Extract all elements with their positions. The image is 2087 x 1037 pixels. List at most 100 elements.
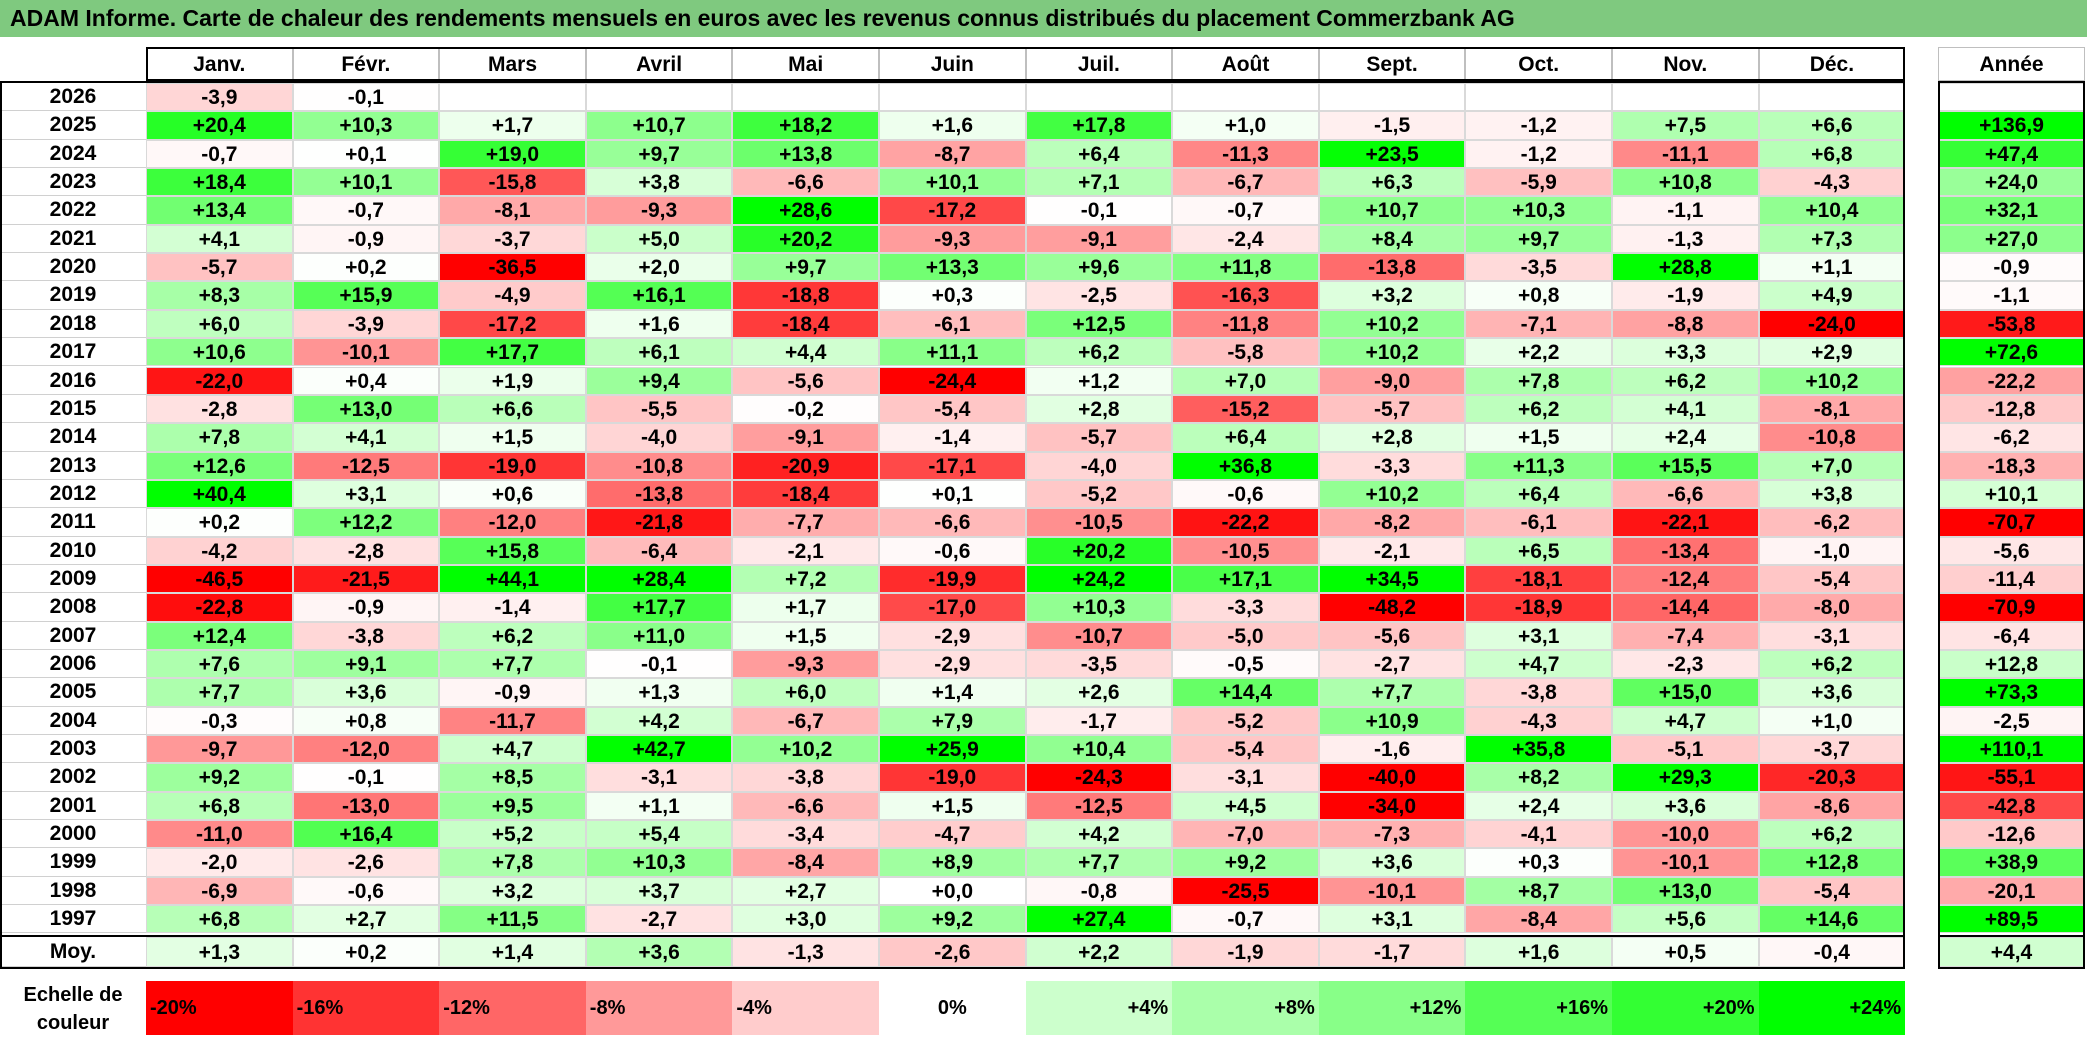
heatmap-cell: +2,7	[732, 876, 879, 906]
heatmap-cell: +8,9	[879, 848, 1026, 877]
heatmap-cell: -21,5	[292, 564, 440, 594]
month-header-janv: Janv.	[146, 47, 293, 81]
month-header-juin: Juin	[879, 47, 1026, 81]
year-label: 2004	[0, 706, 146, 736]
heatmap-cell: -3,1	[585, 763, 733, 792]
heatmap-cell: +42,7	[585, 735, 733, 764]
annual-cell: -1,1	[1938, 281, 2085, 310]
heatmap-cell: -2,5	[1025, 281, 1173, 310]
heatmap-cell: +7,9	[879, 706, 1026, 736]
heatmap-cell: -13,8	[1318, 253, 1466, 282]
heatmap-cell: -1,2	[1465, 111, 1612, 140]
heatmap-cell: -18,9	[1465, 593, 1612, 622]
heatmap-cell	[879, 83, 1026, 112]
heatmap-cell: -10,1	[1318, 876, 1466, 906]
heatmap-cell: +7,0	[1758, 451, 1906, 480]
average-cell: +0,2	[292, 937, 440, 967]
heatmap-cell: +1,5	[879, 791, 1026, 821]
heatmap-cell	[585, 83, 733, 112]
heatmap-cell: -10,8	[1758, 423, 1906, 452]
heatmap-cell: +9,7	[1465, 224, 1612, 254]
heatmap-cell: -15,8	[439, 168, 586, 197]
year-label: 1998	[0, 876, 146, 906]
heatmap-cell: -5,2	[1025, 479, 1173, 509]
annual-cell: +12,8	[1938, 650, 2085, 679]
heatmap-cell: -8,2	[1318, 508, 1466, 537]
heatmap-cell: +2,9	[1758, 338, 1906, 367]
annual-cell: -22,2	[1938, 366, 2085, 395]
annual-cell: -5,6	[1938, 536, 2085, 565]
annual-cell: +72,6	[1938, 338, 2085, 367]
annual-cell: +136,9	[1938, 111, 2085, 140]
heatmap-cell: +10,2	[732, 735, 879, 764]
heatmap-cell: +1,5	[439, 423, 586, 452]
heatmap-cell: -3,1	[1172, 763, 1319, 792]
heatmap-cell: -7,0	[1172, 820, 1319, 849]
heatmap-cell: -3,7	[439, 224, 586, 254]
year-label: 2005	[0, 678, 146, 707]
heatmap-cell: +0,8	[292, 706, 440, 736]
annual-cell: -70,9	[1938, 593, 2085, 622]
heatmap-cell: -5,8	[1172, 338, 1319, 367]
heatmap-cell	[1025, 83, 1173, 112]
average-label: Moy.	[0, 937, 146, 967]
heatmap-cell: +44,1	[439, 564, 586, 594]
annual-cell: +89,5	[1938, 905, 2085, 934]
heatmap-cell: -5,7	[146, 253, 293, 282]
heatmap-cell: -8,8	[1612, 309, 1759, 339]
heatmap-cell: -8,4	[1465, 905, 1612, 934]
heatmap-cell: -5,4	[879, 394, 1026, 424]
heatmap-cell: +4,2	[585, 706, 733, 736]
heatmap-cell: +20,2	[1025, 536, 1173, 565]
heatmap-cell: -14,4	[1612, 593, 1759, 622]
average-cell: +1,6	[1465, 937, 1612, 967]
heatmap-cell: -22,1	[1612, 508, 1759, 537]
heatmap-cell: -2,0	[146, 848, 293, 877]
heatmap-cell: +28,8	[1612, 253, 1759, 282]
heatmap-cell: -6,7	[1172, 168, 1319, 197]
heatmap-cell: -5,6	[732, 366, 879, 395]
annual-cell: -42,8	[1938, 791, 2085, 821]
heatmap-cell: +1,6	[585, 309, 733, 339]
heatmap-cell: -25,5	[1172, 876, 1319, 906]
heatmap-cell: +3,6	[292, 678, 440, 707]
heatmap-cell: -17,0	[879, 593, 1026, 622]
heatmap-cell: -4,0	[1025, 451, 1173, 480]
heatmap-cell: +3,0	[732, 905, 879, 934]
heatmap-cell: +17,8	[1025, 111, 1173, 140]
heatmap-cell	[732, 83, 879, 112]
heatmap-cell: +23,5	[1318, 139, 1466, 169]
heatmap-cell: -24,3	[1025, 763, 1173, 792]
annual-cell: -11,4	[1938, 564, 2085, 594]
heatmap-cell: -2,6	[292, 848, 440, 877]
heatmap-cell: +4,9	[1758, 281, 1906, 310]
year-label: 2000	[0, 820, 146, 849]
heatmap-cell: -5,1	[1612, 735, 1759, 764]
heatmap-cell: -1,3	[1612, 224, 1759, 254]
heatmap-cell: +11,0	[585, 621, 733, 650]
heatmap-cell: -9,1	[1025, 224, 1173, 254]
heatmap-cell: +9,5	[439, 791, 586, 821]
heatmap-cell: +3,6	[1318, 848, 1466, 877]
heatmap-cell: -2,7	[585, 905, 733, 934]
heatmap-cell: -8,1	[439, 196, 586, 225]
year-label: 2024	[0, 139, 146, 169]
heatmap-cell: -6,1	[879, 309, 1026, 339]
heatmap-cell: +9,7	[585, 139, 733, 169]
heatmap-cell: +0,3	[879, 281, 1026, 310]
heatmap-cell: +7,7	[439, 650, 586, 679]
annual-cell: -20,1	[1938, 876, 2085, 906]
heatmap-cell: -3,4	[732, 820, 879, 849]
heatmap-cell: +6,2	[439, 621, 586, 650]
heatmap-cell: -7,3	[1318, 820, 1466, 849]
heatmap-cell: -3,5	[1465, 253, 1612, 282]
heatmap-cell: -9,7	[146, 735, 293, 764]
heatmap-cell: +6,4	[1465, 479, 1612, 509]
heatmap-cell: -12,0	[439, 508, 586, 537]
heatmap-cell: +18,4	[146, 168, 293, 197]
year-label: 2016	[0, 366, 146, 395]
heatmap-cell: -3,8	[732, 763, 879, 792]
annual-cell: +47,4	[1938, 139, 2085, 169]
heatmap-cell: -5,6	[1318, 621, 1466, 650]
heatmap-cell: -18,8	[732, 281, 879, 310]
